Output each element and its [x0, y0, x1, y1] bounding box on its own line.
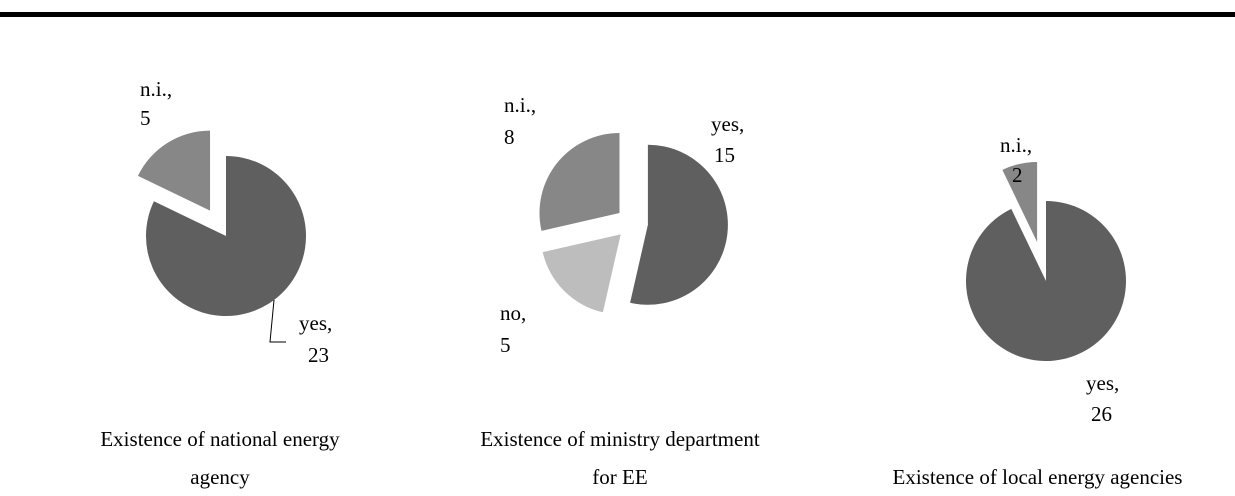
caption-line: Existence of local energy agencies: [892, 465, 1183, 489]
data-label-ni-value: 5: [140, 106, 151, 130]
pie-slice-ni: [539, 133, 620, 231]
data-label-yes-name: yes,: [1086, 371, 1119, 395]
pie-chart-2: yes, 15 no, 5 n.i., 8: [500, 93, 744, 357]
caption-line: Existence of ministry department: [480, 427, 760, 451]
data-label-ni-value: 2: [1012, 163, 1023, 187]
caption-national-energy-agency: Existence of national energy agency: [40, 420, 400, 496]
pie-chart-1: yes, 23 n.i., 5: [137, 77, 332, 367]
pie-slice-no: [542, 234, 621, 313]
data-label-ni-name: n.i.,: [504, 93, 536, 117]
pie-slice-ni: [1002, 162, 1038, 243]
pie-slice-yes: [630, 144, 728, 305]
caption-line: agency: [190, 465, 250, 489]
data-label-no-name: no,: [500, 301, 526, 325]
caption-local-energy-agencies: Existence of local energy agencies: [840, 458, 1235, 496]
data-label-yes-name: yes,: [299, 311, 332, 335]
caption-ministry-department: Existence of ministry department for EE: [440, 420, 800, 496]
data-label-ni-value: 8: [504, 125, 515, 149]
leader-line: [269, 299, 286, 343]
caption-line: Existence of national energy: [100, 427, 340, 451]
pie-slice-yes: [966, 201, 1126, 362]
data-label-yes-value: 23: [308, 343, 329, 367]
data-label-yes-value: 26: [1091, 402, 1112, 426]
data-label-yes-value: 15: [714, 143, 735, 167]
data-label-yes-name: yes,: [711, 112, 744, 136]
pie-chart-3: yes, 26 n.i., 2: [966, 133, 1126, 426]
top-rule: [0, 12, 1235, 17]
data-label-ni-name: n.i.,: [1000, 133, 1032, 157]
pie-slice-yes: [146, 156, 306, 316]
data-label-ni-name: n.i.,: [140, 77, 172, 101]
pie-slice-ni: [137, 130, 211, 211]
caption-line: for EE: [592, 465, 648, 489]
data-label-no-value: 5: [500, 333, 511, 357]
